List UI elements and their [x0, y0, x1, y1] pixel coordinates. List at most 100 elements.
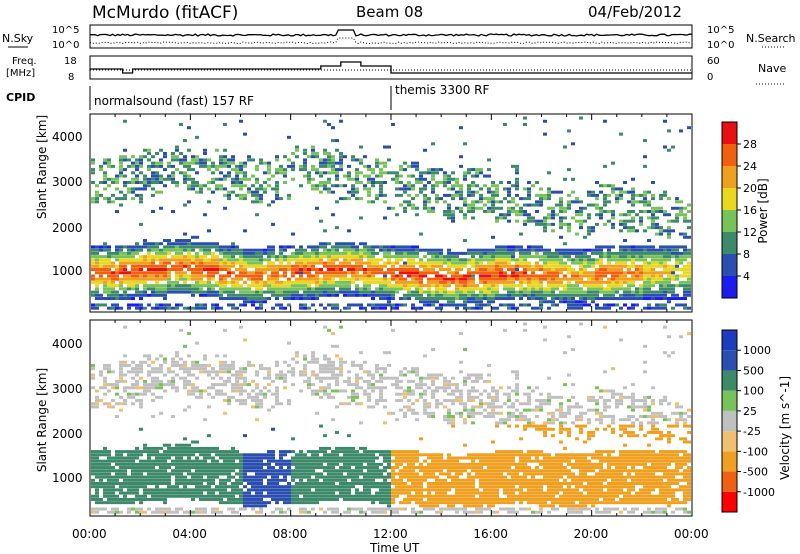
velocity-cell	[207, 469, 211, 473]
power-cell	[239, 297, 243, 301]
velocity-cell	[223, 459, 227, 463]
velocity-cell	[299, 482, 303, 486]
velocity-cell	[167, 462, 171, 466]
power-cell	[499, 303, 503, 307]
power-cell	[143, 180, 147, 184]
velocity-cell	[223, 367, 227, 371]
power-cell	[199, 164, 203, 168]
velocity-cell	[195, 456, 199, 460]
noise-search-trace	[89, 37, 693, 45]
power-cell	[335, 293, 339, 297]
power-cell	[351, 248, 355, 252]
power-cell	[607, 184, 611, 188]
power-cell	[175, 158, 179, 162]
power-cell	[435, 306, 439, 310]
velocity-cell	[311, 462, 315, 466]
power-cell	[335, 264, 339, 268]
power-cell	[567, 255, 571, 259]
power-cell	[575, 277, 579, 281]
power-cell	[471, 297, 475, 301]
velocity-cell	[175, 456, 179, 460]
power-cell	[207, 168, 211, 172]
power-cell	[495, 184, 499, 188]
power-cell	[247, 264, 251, 268]
power-cell	[687, 251, 691, 255]
power-cell	[271, 287, 275, 291]
power-cell	[303, 174, 307, 178]
power-cell	[595, 271, 599, 275]
power-cell	[363, 245, 367, 249]
velocity-cell	[107, 501, 111, 505]
power-cell	[291, 271, 295, 275]
power-cell	[163, 155, 167, 159]
power-cell	[611, 293, 615, 297]
power-cell	[583, 284, 587, 288]
velocity-cell	[143, 389, 147, 393]
power-cell	[203, 268, 207, 272]
power-cell	[411, 258, 415, 262]
power-cell	[283, 255, 287, 259]
velocity-cell	[307, 478, 311, 482]
power-cell	[159, 242, 163, 246]
power-cell	[139, 158, 143, 162]
velocity-cell	[179, 488, 183, 492]
power-cell	[175, 287, 179, 291]
power-cell	[639, 293, 643, 297]
power-cell	[423, 264, 427, 268]
velocity-cell	[323, 469, 327, 473]
power-cell	[331, 271, 335, 275]
power-cell	[651, 197, 655, 201]
power-cell	[231, 255, 235, 259]
power-cell	[227, 161, 231, 165]
power-cell	[587, 274, 591, 278]
noise-panel-frame	[89, 24, 693, 49]
power-cell	[559, 293, 563, 297]
power-cell	[635, 303, 639, 307]
velocity-cell	[211, 370, 215, 374]
power-cell	[651, 216, 655, 220]
velocity-cell	[283, 469, 287, 473]
velocity-cell	[123, 501, 127, 505]
power-cell	[427, 180, 431, 184]
velocity-cell	[127, 363, 131, 367]
power-cell	[247, 177, 251, 181]
velocity-cell	[131, 462, 135, 466]
velocity-cell	[163, 389, 167, 393]
power-cell	[487, 300, 491, 304]
power-cell	[675, 261, 679, 265]
velocity-cell	[91, 469, 95, 473]
power-cell	[147, 258, 151, 262]
power-cell	[251, 284, 255, 288]
power-cell	[323, 255, 327, 259]
velocity-cell	[311, 354, 315, 358]
power-cell	[343, 258, 347, 262]
power-cell	[247, 271, 251, 275]
power-cell	[307, 177, 311, 181]
power-cell	[363, 293, 367, 297]
power-cell	[367, 193, 371, 197]
velocity-cell	[135, 466, 139, 470]
power-cell	[211, 264, 215, 268]
power-cell	[299, 258, 303, 262]
power-cell	[475, 171, 479, 175]
power-cell	[623, 239, 627, 243]
velocity-cell	[207, 491, 211, 495]
velocity-cell	[223, 450, 227, 454]
power-cell	[643, 164, 647, 168]
power-cell	[375, 193, 379, 197]
velocity-cell	[207, 446, 211, 450]
velocity-cell	[107, 482, 111, 486]
velocity-cell	[111, 507, 115, 511]
power-cell	[283, 180, 287, 184]
power-cell	[523, 280, 527, 284]
velocity-cell	[167, 482, 171, 486]
power-cell	[591, 297, 595, 301]
power-cell	[631, 219, 635, 223]
power-cell	[563, 297, 567, 301]
velocity-cell	[243, 494, 247, 498]
power-cell	[627, 219, 631, 223]
velocity-cell	[299, 475, 303, 479]
power-cell	[455, 251, 459, 255]
power-cell	[567, 268, 571, 272]
power-cell	[659, 293, 663, 297]
